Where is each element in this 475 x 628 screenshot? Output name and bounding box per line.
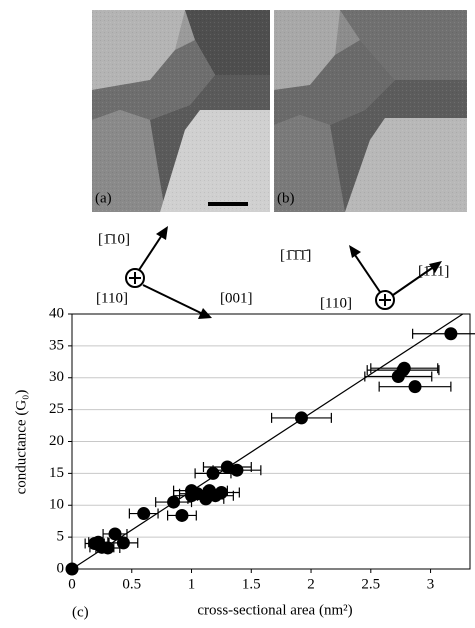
data-point: [167, 495, 181, 509]
y-tick-label: 15: [49, 465, 64, 481]
x-axis-label: cross-sectional area (nm²): [197, 602, 352, 618]
error-bar: [412, 328, 475, 339]
direction-label: [110]: [96, 290, 128, 306]
data-point: [108, 527, 122, 541]
y-tick-label: 0: [57, 560, 65, 576]
direction-label: [1̄1̄1̄]: [280, 247, 311, 263]
y-tick-label: 40: [49, 305, 64, 321]
y-tick-label: 35: [49, 337, 64, 353]
y-tick-label: 5: [57, 529, 65, 545]
x-tick-label: 2: [307, 576, 315, 592]
data-point: [101, 541, 115, 555]
micrograph-a: [92, 10, 270, 212]
plot-frame: [71, 313, 471, 570]
data-point: [116, 536, 130, 550]
x-tick-label: 1: [188, 576, 196, 592]
direction-diagram-b: [349, 245, 442, 310]
data-point: [444, 327, 458, 341]
data-point: [397, 361, 411, 375]
data-point: [137, 507, 151, 521]
micrograph-b: [274, 10, 467, 212]
direction-diagram-a: [125, 226, 212, 319]
data-point: [214, 486, 228, 499]
data-point: [408, 380, 422, 394]
data-point: [175, 508, 189, 522]
direction-label: [110]: [320, 295, 352, 311]
x-tick-label: 0: [68, 576, 76, 592]
y-axis-label: conductance (G₀): [13, 390, 29, 495]
data-point: [294, 411, 308, 425]
direction-label: [001]: [220, 290, 253, 306]
direction-label: [1̄10]: [98, 231, 130, 247]
panel-label: (c): [72, 604, 89, 620]
y-tick-label: 30: [49, 369, 64, 385]
data-point: [230, 463, 244, 477]
y-tick-label: 20: [49, 433, 64, 449]
y-tick-label: 10: [49, 497, 64, 513]
x-tick-label: 3: [427, 576, 435, 592]
x-tick-label: 2.5: [361, 576, 380, 592]
y-tick-label: 25: [49, 401, 64, 417]
direction-label: [1̄11]: [418, 263, 449, 279]
panel-label: (a): [95, 190, 112, 206]
data-point: [65, 562, 79, 576]
fit-line: [71, 313, 464, 570]
x-tick-label: 0.5: [122, 576, 141, 592]
x-tick-label: 1.5: [242, 576, 261, 592]
panel-label: (b): [277, 190, 295, 206]
